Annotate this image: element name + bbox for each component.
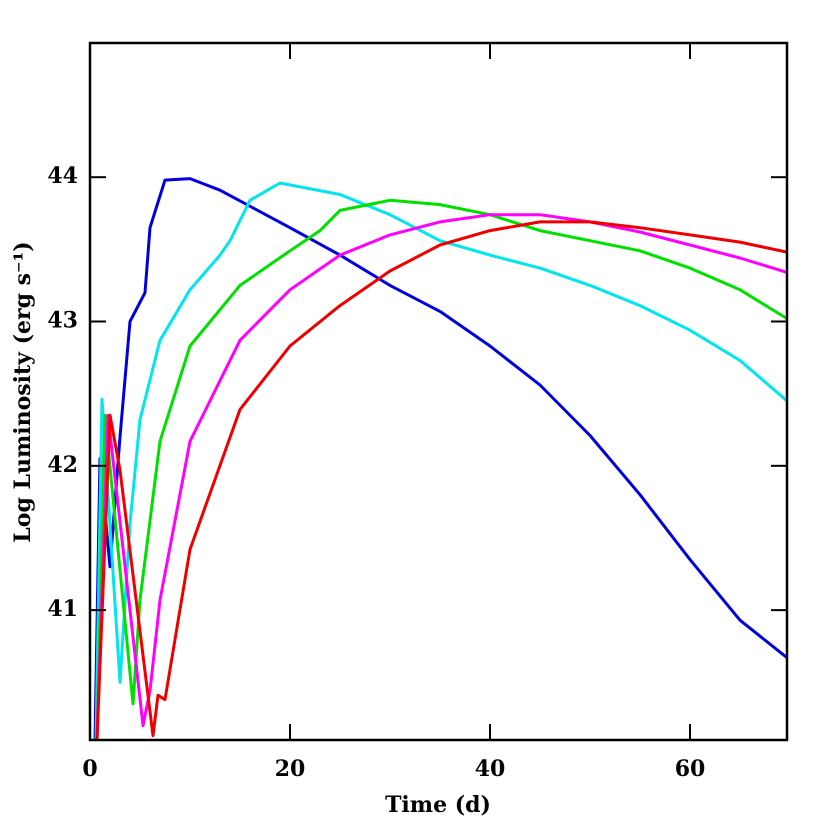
x-tick-label: 20 <box>275 756 306 782</box>
series-line <box>93 177 787 740</box>
series-line <box>95 198 787 740</box>
plot-area <box>93 177 787 740</box>
y-axis-label: Log Luminosity (erg s⁻¹) <box>10 241 36 542</box>
x-tick-label: 0 <box>82 756 97 782</box>
plot-frame <box>88 41 789 742</box>
y-tick-label: 41 <box>47 596 78 622</box>
x-tick-label: 60 <box>675 756 706 782</box>
series-line <box>95 220 787 740</box>
x-tick-label: 40 <box>475 756 506 782</box>
y-tick-label: 43 <box>47 308 78 334</box>
y-tick-label: 44 <box>47 163 78 189</box>
series-line <box>94 181 787 740</box>
series-line <box>95 213 787 740</box>
x-axis-label: Time (d) <box>385 792 491 818</box>
y-tick-label: 42 <box>47 452 78 478</box>
